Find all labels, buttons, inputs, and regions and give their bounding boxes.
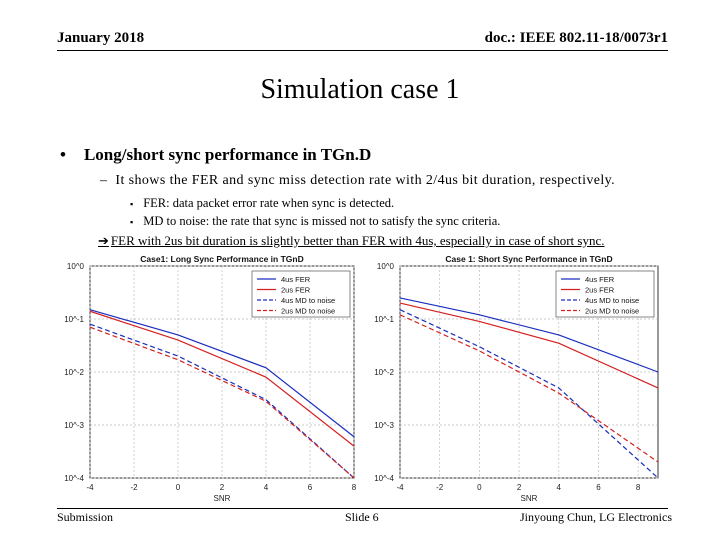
bullet-item: • Long/short sync performance in TGn.D <box>60 145 371 165</box>
bullet-marker: • <box>60 145 66 164</box>
short-sync-chart: -4 -2 0 2 4 6 8 10^0 10^-1 10^-2 10^-3 10^-4 SNR Case… <box>368 256 673 504</box>
x-axis-label: SNR <box>521 494 538 503</box>
footer-slide-number: Slide 6 <box>345 510 379 524</box>
bullet-text: Long/short sync performance in TGn.D <box>83 145 372 164</box>
legend-label: 4us FER <box>585 275 615 284</box>
sub-sub-bullet-marker: ▪ <box>130 217 134 227</box>
y-tick-label: 10^-2 <box>374 368 394 377</box>
x-tick-label: -4 <box>86 483 94 492</box>
y-tick-label: 10^-3 <box>374 421 394 430</box>
slide-title: Simulation case 1 <box>260 74 460 105</box>
legend-label: 2us FER <box>281 286 311 295</box>
legend-label: 4us MD to noise <box>585 296 639 305</box>
legend-label: 2us MD to noise <box>281 307 335 316</box>
chart-title: Case1: Long Sync Performance in TGnD <box>140 256 303 264</box>
sub-bullet-text: It shows the FER and sync miss detection… <box>115 173 616 188</box>
sub-sub-bullet-item: ▪ FER: data packet error rate when sync … <box>130 196 394 212</box>
footer-author: Jinyoung Chun, LG Electronics <box>520 510 672 524</box>
series-line-4 <box>89 326 355 479</box>
legend-label: 2us MD to noise <box>585 307 639 316</box>
chart-title: Case 1: Short Sync Performance in TGnD <box>445 256 612 264</box>
x-tick-label: 0 <box>477 483 482 492</box>
x-tick-label: -4 <box>396 483 404 492</box>
arrow-icon: ➔ <box>98 233 109 248</box>
header-date: January 2018 <box>57 30 145 46</box>
series-line-4 <box>399 314 659 463</box>
x-tick-label: -2 <box>130 483 138 492</box>
legend-label: 2us FER <box>585 286 615 295</box>
x-tick-label: 6 <box>596 483 601 492</box>
x-tick-label: 2 <box>220 483 225 492</box>
y-tick-label: 10^-1 <box>64 315 84 324</box>
y-tick-label: 10^0 <box>377 262 395 271</box>
y-tick-label: 10^-4 <box>64 474 84 483</box>
series-line-2 <box>399 302 659 389</box>
sub-sub-bullet-marker: ▪ <box>130 199 134 209</box>
y-tick-label: 10^-4 <box>374 474 394 483</box>
y-tick-label: 10^-1 <box>374 315 394 324</box>
conclusion-line: ➔ FER with 2us bit duration is slightly … <box>98 233 605 249</box>
series-line-3 <box>399 309 659 479</box>
footer-submission: Submission <box>57 510 114 524</box>
header-divider <box>57 50 668 51</box>
x-tick-label: 0 <box>176 483 181 492</box>
header-doc-id: doc.: IEEE 802.11-18/0073r1 <box>484 30 668 46</box>
x-tick-label: 2 <box>517 483 522 492</box>
sub-bullet-item: – It shows the FER and sync miss detecti… <box>100 173 615 189</box>
y-tick-label: 10^-3 <box>64 421 84 430</box>
series-line-2 <box>89 310 355 447</box>
y-tick-label: 10^0 <box>67 262 85 271</box>
legend-label: 4us MD to noise <box>281 296 335 305</box>
sub-sub-bullet-item: ▪ MD to noise: the rate that sync is mis… <box>130 214 500 230</box>
sub-bullet-marker: – <box>100 173 108 188</box>
x-tick-label: 8 <box>352 483 357 492</box>
y-tick-label: 10^-2 <box>64 368 84 377</box>
x-tick-label: 6 <box>308 483 313 492</box>
long-sync-chart: -4 -2 0 2 4 6 8 10^0 10^-1 10^-2 10^-3 10^-4 SNR Case… <box>60 256 370 504</box>
sub-sub-bullet-text: FER: data packet error rate when sync is… <box>143 196 395 210</box>
footer-divider <box>57 508 668 509</box>
x-tick-label: 8 <box>636 483 641 492</box>
series-line-1 <box>399 297 659 373</box>
sub-sub-bullet-text: MD to noise: the rate that sync is misse… <box>143 214 501 228</box>
x-tick-label: 4 <box>264 483 269 492</box>
series-line-1 <box>89 309 355 438</box>
conclusion-text: FER with 2us bit duration is slightly be… <box>110 233 605 248</box>
x-tick-label: 4 <box>557 483 562 492</box>
x-axis-label: SNR <box>214 494 231 503</box>
legend-label: 4us FER <box>281 275 311 284</box>
x-tick-label: -2 <box>436 483 444 492</box>
